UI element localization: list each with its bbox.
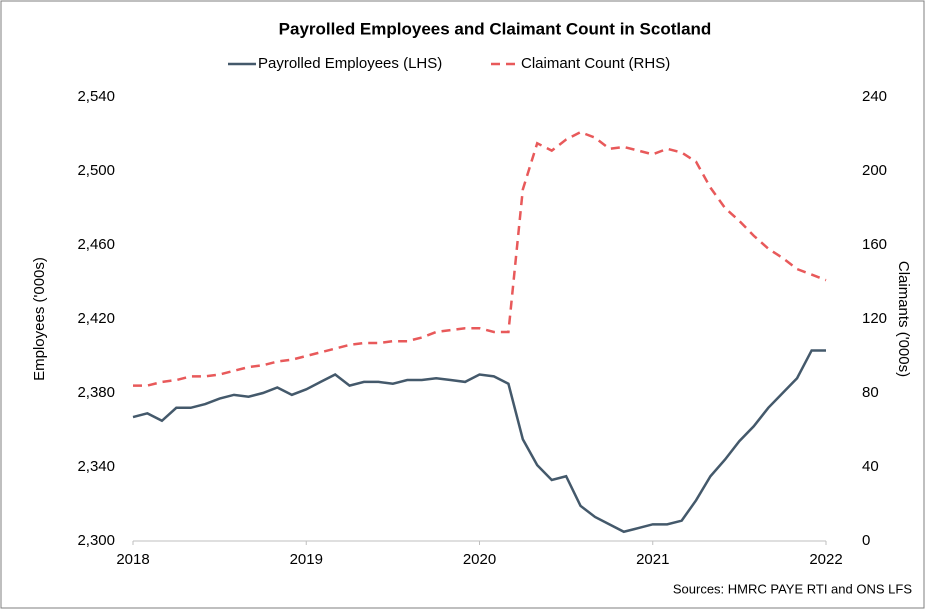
- series-line: [132, 349, 826, 534]
- legend-label: Claimant Count (RHS): [521, 55, 670, 72]
- series-line: [133, 130, 827, 387]
- y2-tick-label: 240: [862, 88, 887, 105]
- y2-tick-label: 120: [862, 310, 887, 327]
- x-tick-label: 2021: [636, 551, 669, 568]
- y2-tick-label: 160: [862, 236, 887, 253]
- y-tick-label: 2,300: [77, 532, 115, 549]
- y2-tick-label: 200: [862, 162, 887, 179]
- y2-axis-label: Claimants ('000s): [895, 261, 912, 377]
- y2-tick-label: 0: [862, 532, 870, 549]
- y2-tick-label: 40: [862, 458, 879, 475]
- y-tick-label: 2,380: [77, 384, 115, 401]
- y-axis-label: Employees ('000s): [31, 257, 48, 381]
- x-tick-label: 2018: [116, 551, 149, 568]
- y2-tick-label: 80: [862, 384, 879, 401]
- y-tick-label: 2,340: [77, 458, 115, 475]
- legend-label: Payrolled Employees (LHS): [258, 55, 442, 72]
- x-tick-label: 2022: [809, 551, 842, 568]
- y-tick-label: 2,420: [77, 310, 115, 327]
- chart-title: Payrolled Employees and Claimant Count i…: [279, 19, 712, 38]
- y-tick-label: 2,500: [77, 162, 115, 179]
- source-note: Sources: HMRC PAYE RTI and ONS LFS: [673, 581, 912, 596]
- y-tick-label: 2,460: [77, 236, 115, 253]
- x-tick-label: 2020: [463, 551, 496, 568]
- x-tick-label: 2019: [290, 551, 323, 568]
- y-tick-label: 2,540: [77, 88, 115, 105]
